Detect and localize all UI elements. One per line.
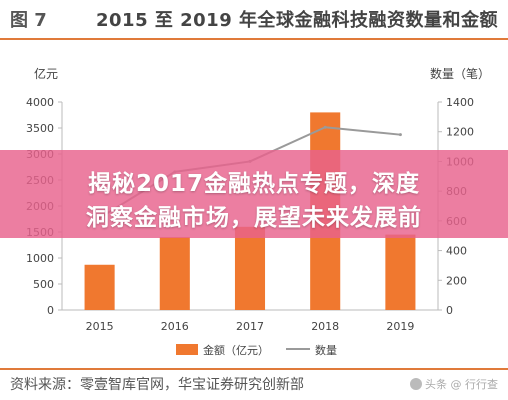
- watermark: 头条 @ 行行查: [410, 376, 498, 392]
- x-tick-label: 2015: [86, 320, 114, 333]
- legend-line-label: 数量: [315, 344, 337, 357]
- legend-bar-label: 金额（亿元）: [203, 343, 269, 357]
- x-tick-label: 2019: [386, 320, 414, 333]
- left-tick-label: 1000: [26, 252, 54, 265]
- bar-2016: [159, 237, 190, 310]
- bar-2019: [385, 234, 416, 310]
- watermark-logo-icon: [410, 378, 422, 390]
- right-axis-label: 数量（笔）: [430, 66, 490, 81]
- left-tick-label: 500: [33, 278, 54, 291]
- figure-title: 2015 至 2019 年全球金融科技融资数量和金额: [96, 10, 498, 31]
- left-tick-label: 0: [47, 304, 54, 317]
- count-point-2019: [398, 133, 402, 137]
- right-tick-label: 1200: [446, 126, 474, 139]
- footer-rule: [0, 368, 508, 370]
- watermark-text: 头条 @ 行行查: [425, 378, 498, 391]
- bar-2015: [84, 264, 115, 310]
- figure-source: 资料来源：零壹智库官网，华宝证券研究创新部: [10, 377, 304, 393]
- right-tick-label: 400: [446, 245, 467, 258]
- right-tick-label: 1400: [446, 96, 474, 109]
- x-tick-label: 2016: [161, 320, 189, 333]
- header-rule: [0, 38, 508, 40]
- right-tick-label: 200: [446, 274, 467, 287]
- x-tick-label: 2018: [311, 320, 339, 333]
- left-tick-label: 3500: [26, 122, 54, 135]
- bar-2017: [234, 226, 266, 310]
- banner-line-1: 揭秘2017金融热点专题，深度: [87, 171, 420, 197]
- right-tick-label: 0: [446, 304, 453, 317]
- banner-line-2: 洞察金融市场，展望未来发展前: [86, 205, 422, 231]
- figure-header: 图 7 2015 至 2019 年全球金融科技融资数量和金额: [0, 0, 508, 38]
- promo-banner: 揭秘2017金融热点专题，深度 洞察金融市场，展望未来发展前: [0, 150, 508, 238]
- legend-bar-swatch: [176, 344, 198, 355]
- count-point-2018: [323, 125, 327, 129]
- figure-number: 图 7: [10, 10, 47, 31]
- x-tick-label: 2017: [236, 320, 264, 333]
- left-axis-label: 亿元: [34, 66, 58, 81]
- left-tick-label: 4000: [26, 96, 54, 109]
